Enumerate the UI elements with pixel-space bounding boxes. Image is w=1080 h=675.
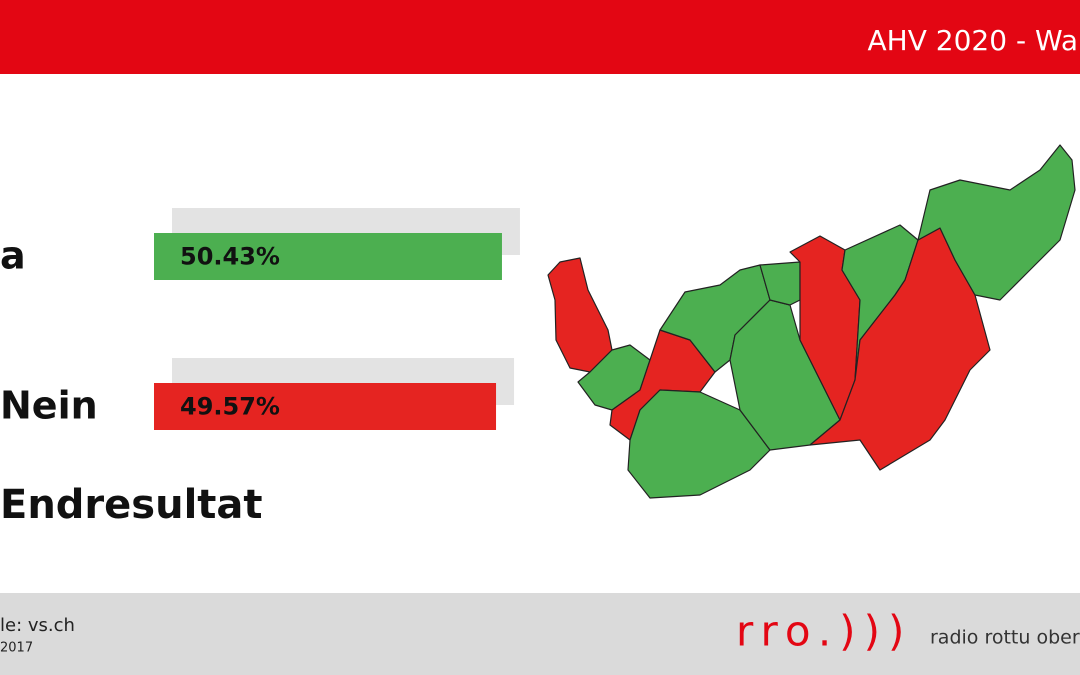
footer-source: le: vs.ch xyxy=(0,615,75,636)
footer-logo: rro.))) xyxy=(736,607,912,656)
chart-subtitle: Endresultat xyxy=(0,482,263,528)
bar xyxy=(154,233,502,280)
category-label: a xyxy=(0,234,26,278)
footer-bar xyxy=(0,593,1080,675)
footer-date: 2017 xyxy=(0,641,33,656)
map-region xyxy=(759,261,801,306)
header-bar xyxy=(0,0,1080,74)
header-title: AHV 2020 - Wa xyxy=(868,24,1078,57)
map-region xyxy=(547,257,613,373)
category-label: Nein xyxy=(0,384,98,428)
value-label: 49.57% xyxy=(180,393,280,421)
bar xyxy=(154,383,497,430)
value-label: 50.43% xyxy=(180,243,280,271)
map-region xyxy=(917,144,1076,301)
footer-station: radio rottu oberw xyxy=(930,627,1080,649)
map xyxy=(547,144,1076,499)
